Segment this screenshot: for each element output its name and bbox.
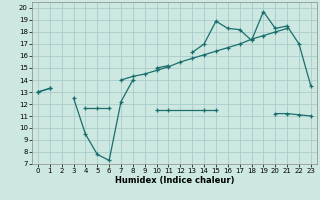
X-axis label: Humidex (Indice chaleur): Humidex (Indice chaleur) — [115, 176, 234, 185]
